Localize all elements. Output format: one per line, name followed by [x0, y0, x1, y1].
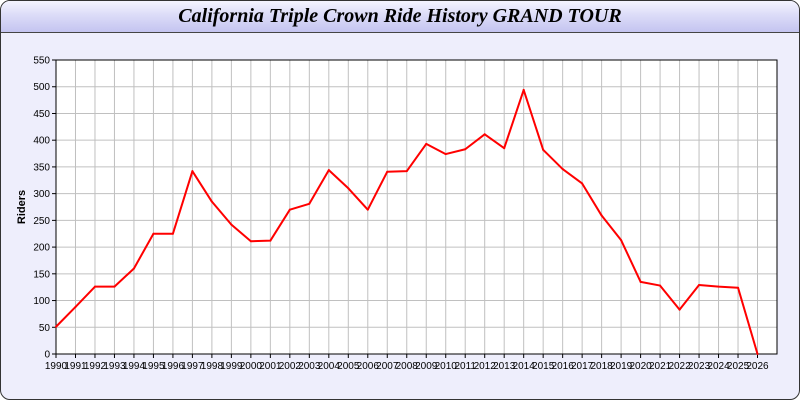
y-tick-label: 450 — [33, 109, 50, 120]
x-tick-label: 1990 — [45, 361, 68, 372]
data-point — [600, 214, 603, 217]
y-tick-label: 550 — [33, 56, 50, 67]
x-tick-label: 2011 — [454, 361, 476, 372]
data-point — [152, 232, 155, 235]
data-point — [113, 285, 116, 288]
data-point — [327, 169, 330, 172]
x-tick-label: 1992 — [84, 361, 107, 372]
x-tick-label: 2018 — [590, 361, 613, 372]
data-point — [230, 223, 233, 226]
x-tick-label: 2004 — [318, 361, 341, 372]
data-point — [386, 170, 389, 173]
y-tick-label: 150 — [33, 269, 50, 280]
x-tick-label: 2010 — [435, 361, 458, 372]
data-point — [171, 232, 174, 235]
data-point — [561, 168, 564, 171]
data-point — [659, 284, 662, 287]
x-tick-label: 2009 — [415, 361, 438, 372]
x-tick-label: 1999 — [220, 361, 243, 372]
data-point — [756, 353, 759, 355]
x-tick-label: 2003 — [298, 361, 321, 372]
x-tick-label: 2025 — [727, 361, 750, 372]
x-tick-label: 2007 — [376, 361, 399, 372]
y-tick-label: 100 — [33, 296, 50, 307]
plot-border — [55, 59, 778, 355]
data-point — [210, 200, 213, 203]
data-point — [269, 239, 272, 242]
y-tick-label: 500 — [33, 82, 50, 93]
data-point — [483, 133, 486, 136]
data-point — [639, 280, 642, 283]
data-point — [55, 325, 57, 328]
data-point — [249, 240, 252, 243]
y-tick-label: 400 — [33, 136, 50, 147]
title-bar: California Triple Crown Ride History GRA… — [1, 1, 799, 33]
x-tick-label: 2020 — [629, 361, 652, 372]
x-tick-label: 1994 — [123, 361, 146, 372]
chart-title: California Triple Crown Ride History GRA… — [178, 5, 622, 27]
x-tick-label: 1991 — [64, 361, 87, 372]
data-point — [503, 147, 506, 150]
x-tick-label: 1993 — [103, 361, 126, 372]
x-tick-label: 2023 — [688, 361, 711, 372]
x-tick-label: 2008 — [396, 361, 419, 372]
y-tick-label: 50 — [39, 323, 51, 334]
data-point — [737, 286, 740, 289]
data-point — [425, 142, 428, 145]
data-point — [464, 148, 467, 151]
x-tick-label: 2013 — [493, 361, 516, 372]
y-tick-label: 350 — [33, 162, 50, 173]
data-point — [698, 284, 701, 287]
data-point — [93, 285, 96, 288]
x-tick-label: 2001 — [259, 361, 282, 372]
x-tick-label: 2005 — [337, 361, 360, 372]
plot-area — [56, 60, 777, 354]
x-tick-label: 2000 — [240, 361, 263, 372]
x-tick-label: 1995 — [142, 361, 165, 372]
x-tick-label: 2006 — [357, 361, 380, 372]
x-tick-label: 2019 — [610, 361, 633, 372]
data-point — [444, 153, 447, 156]
data-point — [678, 308, 681, 311]
data-point — [581, 182, 584, 185]
data-point — [347, 187, 350, 190]
data-point — [191, 170, 194, 173]
x-tick-label: 2022 — [668, 361, 691, 372]
x-tick-label: 2015 — [532, 361, 555, 372]
x-tick-label: 2017 — [571, 361, 594, 372]
x-tick-label: 2024 — [707, 361, 730, 372]
data-point — [366, 208, 369, 211]
data-point — [288, 208, 291, 211]
y-tick-label: 300 — [33, 189, 50, 200]
x-tick-label: 2014 — [513, 361, 536, 372]
x-tick-label: 1996 — [162, 361, 185, 372]
data-point — [74, 305, 77, 308]
data-point — [522, 88, 525, 91]
data-point — [308, 202, 311, 205]
x-tick-label: 2012 — [474, 361, 497, 372]
x-tick-label: 2021 — [649, 361, 672, 372]
x-tick-label: 2016 — [552, 361, 575, 372]
y-tick-label: 200 — [33, 243, 50, 254]
data-point — [542, 148, 545, 151]
data-point — [717, 285, 720, 288]
data-point — [620, 239, 623, 242]
data-point — [405, 170, 408, 173]
y-tick-label: 0 — [44, 350, 50, 361]
x-tick-label: 1998 — [201, 361, 224, 372]
y-axis-label: Riders — [16, 190, 28, 224]
data-point — [132, 267, 135, 270]
x-tick-label: 2026 — [746, 361, 769, 372]
x-tick-label: 2002 — [279, 361, 302, 372]
y-tick-label: 250 — [33, 216, 50, 227]
x-tick-label: 1997 — [181, 361, 204, 372]
